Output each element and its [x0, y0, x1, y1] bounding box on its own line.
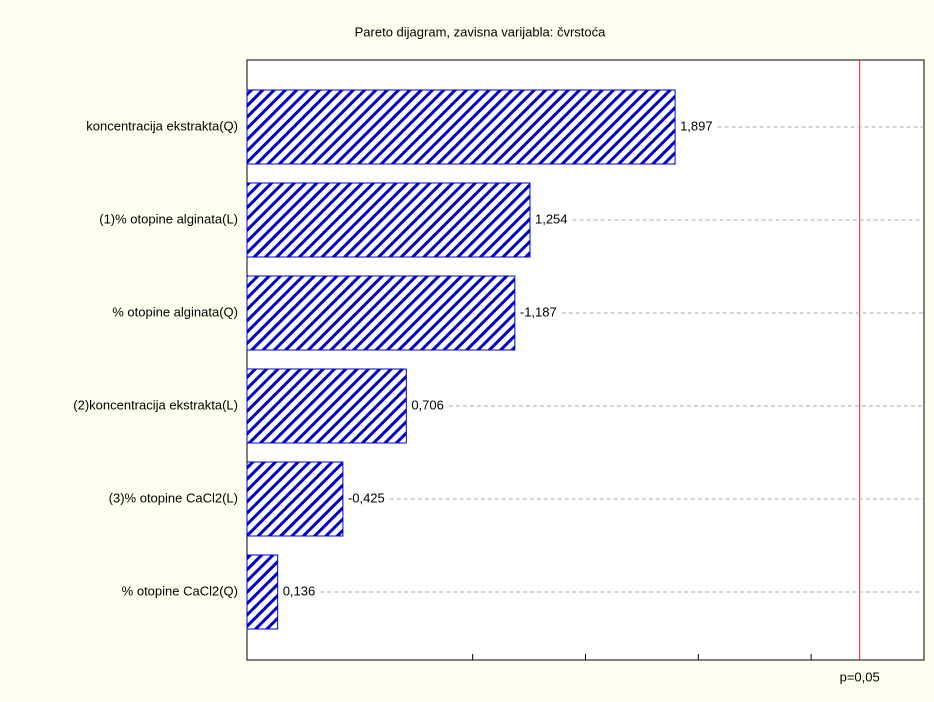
value-label: 1,897	[680, 118, 713, 133]
bar	[246, 554, 279, 630]
value-label: 0,136	[283, 583, 316, 598]
chart-title: Pareto dijagram, zavisna varijabla: čvrs…	[355, 24, 606, 39]
y-tick-label: % otopine alginata(Q)	[112, 304, 238, 319]
y-tick-label: % otopine CaCl2(Q)	[122, 583, 238, 598]
bar	[246, 368, 407, 444]
bar	[246, 182, 531, 258]
bar	[246, 461, 344, 537]
bar	[246, 89, 676, 165]
y-tick-label: (2)koncentracija ekstrakta(L)	[73, 397, 238, 412]
value-label: 0,706	[411, 397, 444, 412]
value-label: -0,425	[348, 490, 385, 505]
value-label: -1,187	[520, 304, 557, 319]
bar	[246, 275, 516, 351]
y-tick-label: (3)% otopine CaCl2(L)	[109, 490, 238, 505]
y-tick-label: (1)% otopine alginata(L)	[99, 211, 238, 226]
threshold-label: p=0,05	[840, 669, 880, 684]
y-tick-label: koncentracija ekstrakta(Q)	[86, 118, 238, 133]
value-label: 1,254	[535, 211, 568, 226]
